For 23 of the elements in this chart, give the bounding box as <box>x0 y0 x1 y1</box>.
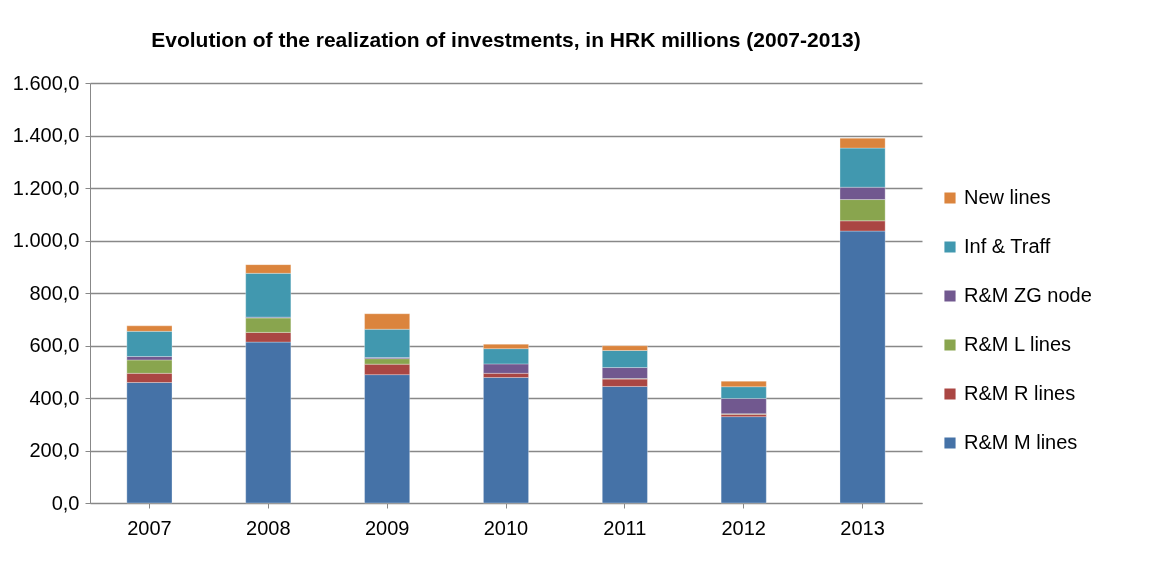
legend-label: New lines <box>964 186 1051 208</box>
x-tick-label: 2009 <box>364 516 410 539</box>
y-tick-label: 200,0 <box>29 439 80 461</box>
y-tick-label: 600,0 <box>29 334 80 356</box>
legend-label: R&M ZG node <box>964 284 1092 306</box>
x-tick-label: 2007 <box>127 516 172 539</box>
x-tick-label: 2010 <box>483 516 529 539</box>
y-tick-label: 1.600,0 <box>12 71 80 94</box>
y-tick-label: 400,0 <box>29 386 80 409</box>
x-tick-label: 2012 <box>721 516 766 539</box>
legend-label: Inf & Traff <box>964 235 1051 257</box>
y-tick-label: 1.200,0 <box>12 176 80 199</box>
legend-label: R&M M lines <box>964 431 1078 453</box>
legend-label: R&M L lines <box>964 333 1072 355</box>
x-tick-label: 2011 <box>603 516 647 539</box>
y-tick-label: 1.400,0 <box>12 124 80 146</box>
x-tick-label: 2013 <box>840 516 885 539</box>
y-tick-label: 1.000,0 <box>12 229 80 251</box>
x-tick-label: 2008 <box>246 516 291 539</box>
legend-label: R&M R lines <box>964 382 1076 404</box>
y-tick-label: 800,0 <box>29 281 80 304</box>
chart-title: Evolution of the realization of investments, in HRK millions (2007-2013) <box>151 28 861 51</box>
y-tick-label: 0,0 <box>51 491 80 514</box>
